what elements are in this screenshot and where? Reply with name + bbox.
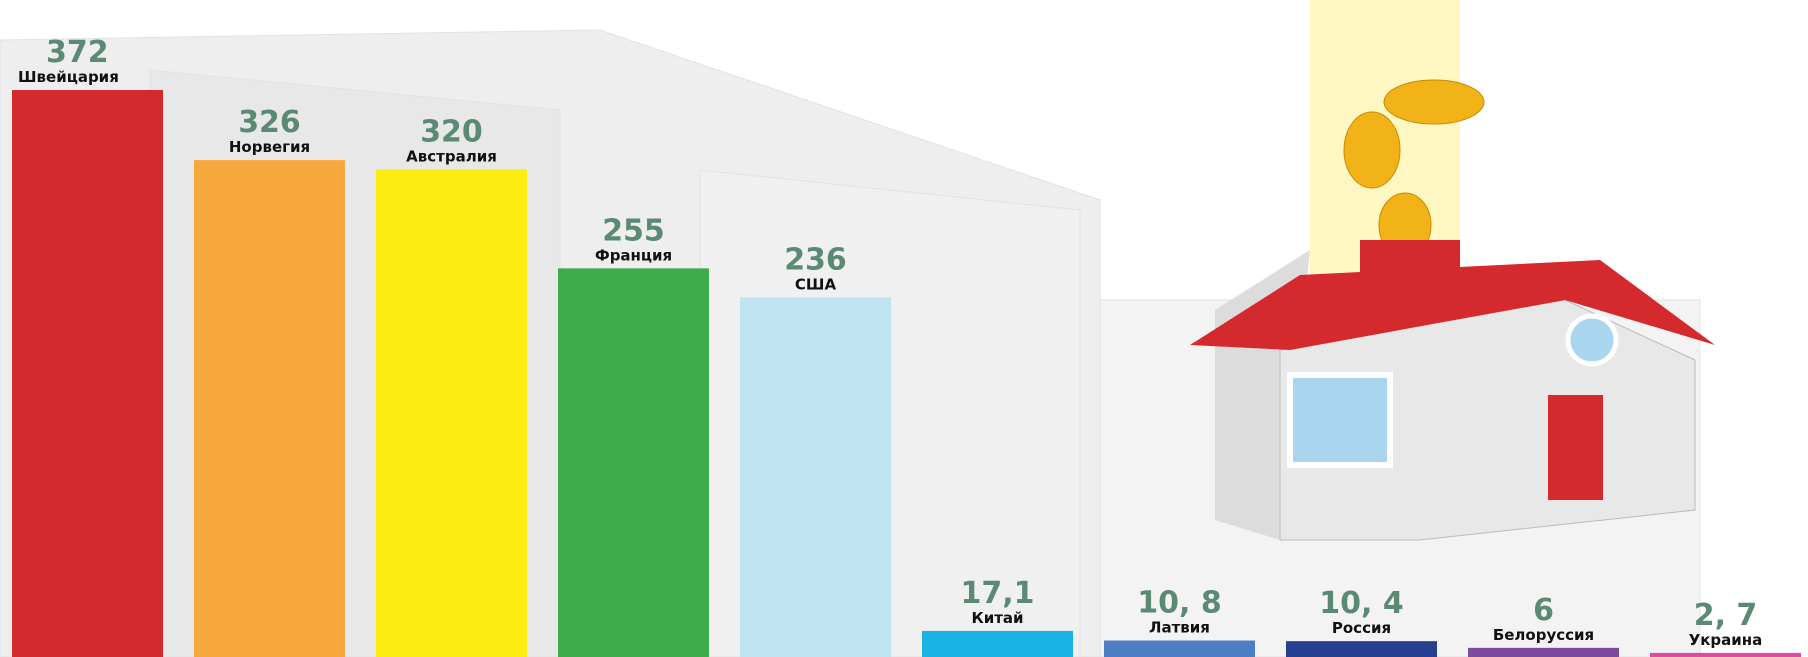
- value-label: 2, 7: [1694, 598, 1758, 633]
- bar: [1468, 647, 1619, 657]
- bar: [1650, 652, 1801, 657]
- country-label: Австралия: [406, 147, 497, 165]
- bar: [558, 268, 709, 657]
- value-label: 255: [602, 213, 665, 248]
- value-label: 17,1: [960, 576, 1034, 611]
- country-label: Белоруссия: [1493, 626, 1594, 644]
- country-label: Швейцария: [18, 68, 119, 86]
- bar: [1104, 640, 1255, 657]
- country-label: Россия: [1332, 619, 1391, 637]
- house-illustration: [1190, 0, 1715, 541]
- value-label: 10, 8: [1137, 586, 1221, 621]
- value-label: 236: [784, 242, 847, 277]
- country-label: Франция: [595, 246, 672, 264]
- country-label: Норвегия: [229, 138, 310, 156]
- country-label: Латвия: [1149, 619, 1210, 637]
- value-label: 326: [238, 105, 301, 140]
- bar: [12, 90, 163, 657]
- bar: [376, 169, 527, 657]
- bar: [922, 630, 1073, 657]
- value-label: 372: [46, 35, 109, 70]
- bar: [194, 160, 345, 657]
- value-label: 10, 4: [1319, 586, 1403, 621]
- country-label: Китай: [971, 609, 1023, 627]
- bar: [740, 297, 891, 657]
- value-label: 320: [420, 114, 483, 149]
- bar: [1286, 641, 1437, 657]
- value-label: 6: [1533, 593, 1554, 628]
- country-label: Украина: [1689, 631, 1763, 649]
- country-label: США: [795, 275, 837, 293]
